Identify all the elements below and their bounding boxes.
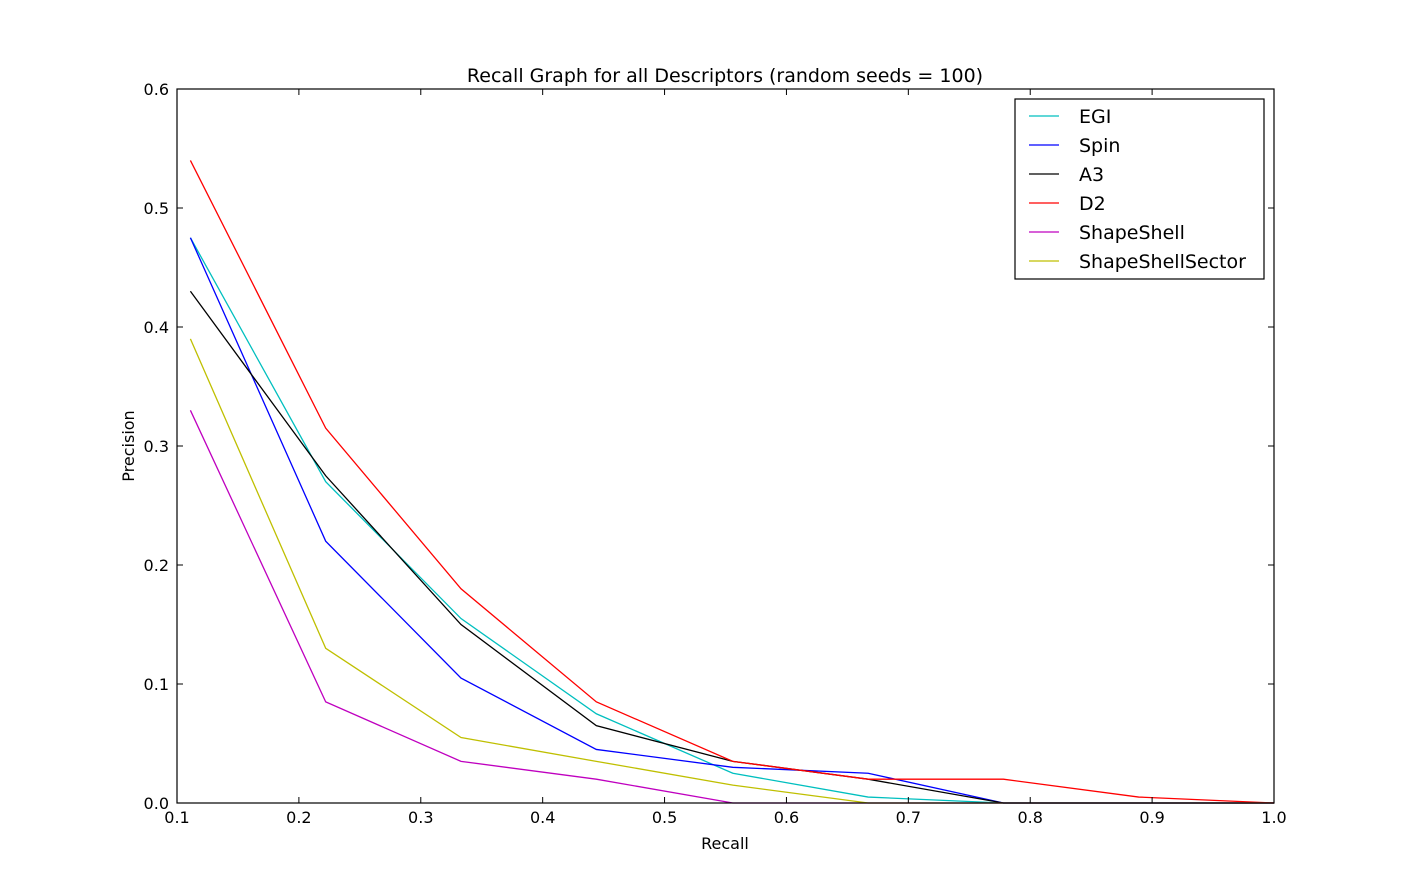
- legend-label-spin: Spin: [1079, 135, 1120, 157]
- x-tick-label: 0.7: [896, 808, 921, 827]
- series-line-d2: [189, 160, 1275, 804]
- x-axis-label: Recall: [701, 834, 749, 853]
- legend-label-shapeshellsector: ShapeShellSector: [1079, 251, 1246, 273]
- x-tick-label: 0.4: [530, 808, 555, 827]
- y-tick-label: 0.1: [144, 675, 169, 694]
- legend-label-d2: D2: [1079, 193, 1106, 215]
- plot-frame: [176, 88, 1275, 804]
- y-tick-label: 0.6: [144, 80, 169, 99]
- y-tick-label: 0.3: [144, 437, 169, 456]
- x-tick-label: 0.9: [1139, 808, 1164, 827]
- y-tick-label: 0.5: [144, 199, 169, 218]
- chart-title: Recall Graph for all Descriptors (random…: [467, 65, 983, 87]
- y-tick-label: 0.0: [144, 794, 169, 813]
- x-tick-label: 0.8: [1017, 808, 1042, 827]
- y-tick-label: 0.2: [144, 556, 169, 575]
- y-axis-label: Precision: [119, 410, 138, 481]
- y-tick-label: 0.4: [144, 318, 169, 337]
- x-tick-label: 0.3: [408, 808, 433, 827]
- x-tick-label: 0.2: [286, 808, 311, 827]
- legend-label-egi: EGI: [1079, 106, 1111, 128]
- legend-label-shapeshell: ShapeShell: [1079, 222, 1185, 244]
- x-tick-label: 0.6: [774, 808, 799, 827]
- legend-box: [1014, 98, 1265, 280]
- legend-label-a3: A3: [1079, 164, 1104, 186]
- legend: EGI Spin A3 D2 ShapeShell ShapeShellSector: [1014, 98, 1265, 280]
- x-tick-label: 1.0: [1261, 808, 1286, 827]
- ticks-layer: 0.1 0.2 0.3 0.4 0.5 0.6 0.7 0.8 0.9 1.00.00.10.20…: [144, 80, 1287, 827]
- x-tick-label: 0.5: [652, 808, 677, 827]
- x-tick-label: 0.1: [164, 808, 189, 827]
